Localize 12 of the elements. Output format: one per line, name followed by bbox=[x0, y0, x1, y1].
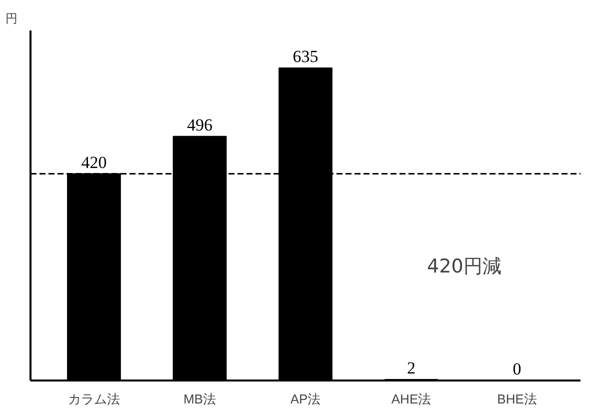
y-axis-title: 円 bbox=[6, 12, 18, 26]
x-tick-label: AP法 bbox=[290, 392, 321, 406]
data-label: 0 bbox=[512, 360, 522, 378]
x-tick-label: AHE法 bbox=[391, 392, 432, 406]
data-label: 635 bbox=[292, 47, 318, 66]
x-tick-label: MB法 bbox=[183, 392, 216, 406]
data-label: 496 bbox=[186, 115, 212, 134]
data-label: 2 bbox=[407, 358, 416, 378]
annotation: 420円減 bbox=[427, 255, 502, 278]
data-label: 420 bbox=[81, 152, 107, 172]
x-tick-label: カラム法 bbox=[68, 392, 120, 406]
x-tick-label: BHE法 bbox=[497, 392, 537, 406]
